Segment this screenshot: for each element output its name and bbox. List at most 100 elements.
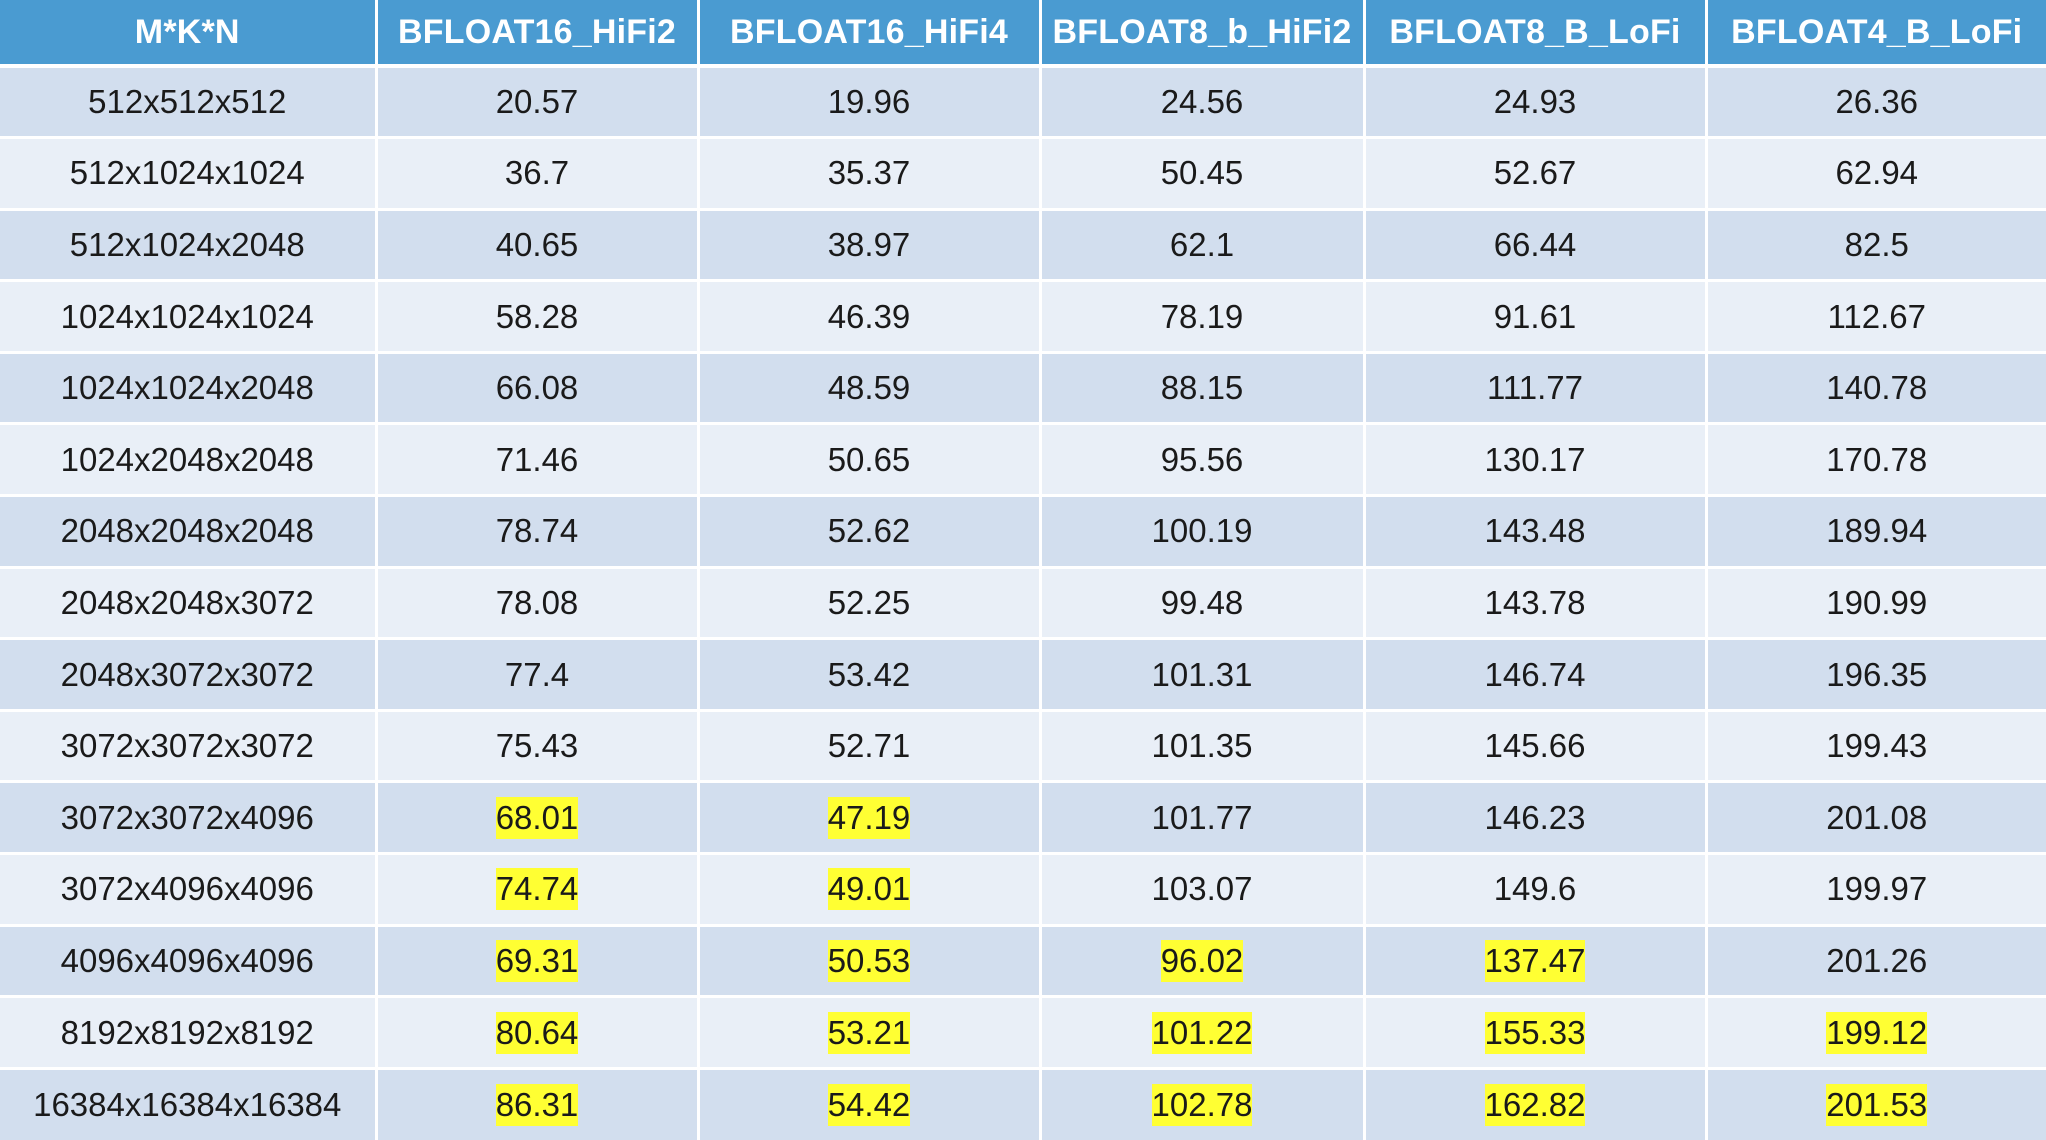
row-label-cell: 3072x3072x3072 [0, 710, 378, 784]
highlighted-value: 162.82 [1484, 1083, 1586, 1126]
cell-value: 62.94 [1835, 154, 1919, 192]
cell-value: 26.36 [1835, 83, 1919, 121]
value-cell: 146.74 [1364, 638, 1708, 712]
cell-value: 111.77 [1486, 369, 1584, 407]
row-label-cell: 512x1024x2048 [0, 209, 378, 283]
cell-value: 95.56 [1160, 440, 1244, 478]
highlighted-value: 101.22 [1151, 1011, 1253, 1054]
header-bfloat16-hifi2: BFLOAT16_HiFi2 [376, 0, 700, 68]
cell-value: 112.67 [1827, 297, 1926, 335]
value-cell: 96.02 [1040, 925, 1366, 999]
cell-value: 78.08 [495, 583, 579, 621]
cell-value: 52.67 [1493, 154, 1577, 192]
cell-value: 50.65 [827, 440, 911, 478]
header-bfloat16-hifi4: BFLOAT16_HiFi4 [698, 0, 1042, 68]
cell-value: 196.35 [1826, 655, 1928, 693]
cell-value: 66.44 [1493, 225, 1577, 263]
value-cell: 35.37 [698, 137, 1042, 211]
cell-value: 146.74 [1484, 655, 1586, 693]
value-cell: 52.62 [698, 495, 1042, 569]
row-label: 1024x1024x1024 [60, 297, 314, 335]
highlighted-value: 201.53 [1826, 1083, 1928, 1126]
header-bfloat8-b-hifi2: BFLOAT8_b_HiFi2 [1040, 0, 1366, 68]
table-row: 3072x4096x4096 74.74 49.01 103.07 149.6 199.9… [0, 853, 2046, 927]
table-row: 2048x3072x3072 77.4 53.42 101.31 146.74 196.3… [0, 638, 2046, 712]
cell-value: 101.31 [1151, 655, 1253, 693]
cell-value: 24.56 [1160, 83, 1244, 121]
cell-value: 82.5 [1844, 225, 1909, 263]
cell-value: 101.35 [1151, 727, 1253, 765]
cell-value: 101.77 [1151, 798, 1253, 836]
value-cell: 146.23 [1364, 781, 1708, 856]
value-cell: 62.1 [1040, 209, 1366, 283]
row-label: 2048x2048x2048 [60, 512, 314, 550]
value-cell: 47.19 [698, 781, 1042, 856]
value-cell: 71.46 [376, 423, 700, 498]
value-cell: 149.6 [1364, 853, 1708, 927]
highlighted-value: 47.19 [827, 796, 911, 839]
value-cell: 199.97 [1706, 853, 2046, 927]
cell-value: 190.99 [1826, 583, 1928, 621]
value-cell: 68.01 [376, 781, 700, 856]
cell-value: 48.59 [827, 369, 911, 407]
cell-value: 46.39 [827, 297, 911, 335]
value-cell: 74.74 [376, 853, 700, 927]
value-cell: 52.71 [698, 710, 1042, 784]
value-cell: 26.36 [1706, 66, 2046, 140]
highlighted-value: 50.53 [827, 939, 911, 982]
row-label: 8192x8192x8192 [60, 1013, 314, 1051]
cell-value: 40.65 [495, 225, 579, 263]
value-cell: 201.08 [1706, 781, 2046, 856]
table-row: 512x1024x1024 36.7 35.37 50.45 52.67 62.94 [0, 137, 2046, 211]
value-cell: 99.48 [1040, 567, 1366, 641]
value-cell: 40.65 [376, 209, 700, 283]
value-cell: 53.42 [698, 638, 1042, 712]
value-cell: 189.94 [1706, 495, 2046, 569]
value-cell: 112.67 [1706, 280, 2046, 354]
value-cell: 36.7 [376, 137, 700, 211]
value-cell: 24.56 [1040, 66, 1366, 140]
highlighted-value: 68.01 [495, 796, 579, 839]
row-label-cell: 512x512x512 [0, 66, 378, 140]
value-cell: 88.15 [1040, 352, 1366, 426]
highlighted-value: 102.78 [1151, 1083, 1253, 1126]
cell-value: 24.93 [1493, 83, 1577, 121]
highlighted-value: 54.42 [827, 1083, 911, 1126]
value-cell: 69.31 [376, 925, 700, 999]
row-label: 2048x2048x3072 [60, 583, 314, 621]
cell-value: 199.97 [1826, 870, 1928, 908]
highlighted-value: 86.31 [495, 1083, 579, 1126]
cell-value: 170.78 [1826, 440, 1928, 478]
value-cell: 52.25 [698, 567, 1042, 641]
header-row: M*K*N BFLOAT16_HiFi2 BFLOAT16_HiFi4 BFLO… [0, 0, 2046, 68]
row-label-cell: 3072x3072x4096 [0, 781, 378, 856]
table-row: 512x512x512 20.57 19.96 24.56 24.93 26.36 [0, 66, 2046, 140]
value-cell: 62.94 [1706, 137, 2046, 211]
value-cell: 53.21 [698, 996, 1042, 1070]
table-row: 3072x3072x4096 68.01 47.19 101.77 146.23 201.… [0, 781, 2046, 856]
cell-value: 88.15 [1160, 369, 1244, 407]
cell-value: 58.28 [495, 297, 579, 335]
highlighted-value: 69.31 [495, 939, 579, 982]
row-label-cell: 16384x16384x16384 [0, 1068, 378, 1140]
row-label: 3072x3072x3072 [60, 727, 314, 765]
value-cell: 86.31 [376, 1068, 700, 1140]
table-row: 8192x8192x8192 80.64 53.21 101.22 155.33 199.… [0, 996, 2046, 1070]
row-label: 1024x2048x2048 [60, 440, 314, 478]
value-cell: 155.33 [1364, 996, 1708, 1070]
value-cell: 143.48 [1364, 495, 1708, 569]
value-cell: 145.66 [1364, 710, 1708, 784]
highlighted-value: 80.64 [495, 1011, 579, 1054]
row-label: 3072x3072x4096 [60, 798, 314, 836]
value-cell: 201.26 [1706, 925, 2046, 999]
cell-value: 78.19 [1160, 297, 1244, 335]
table-row: 1024x1024x1024 58.28 46.39 78.19 91.61 112.67 [0, 280, 2046, 354]
row-label-cell: 3072x4096x4096 [0, 853, 378, 927]
value-cell: 103.07 [1040, 853, 1366, 927]
cell-value: 189.94 [1826, 512, 1928, 550]
value-cell: 38.97 [698, 209, 1042, 283]
cell-value: 38.97 [827, 225, 911, 263]
value-cell: 201.53 [1706, 1068, 2046, 1140]
row-label-cell: 512x1024x1024 [0, 137, 378, 211]
value-cell: 111.77 [1364, 352, 1708, 426]
